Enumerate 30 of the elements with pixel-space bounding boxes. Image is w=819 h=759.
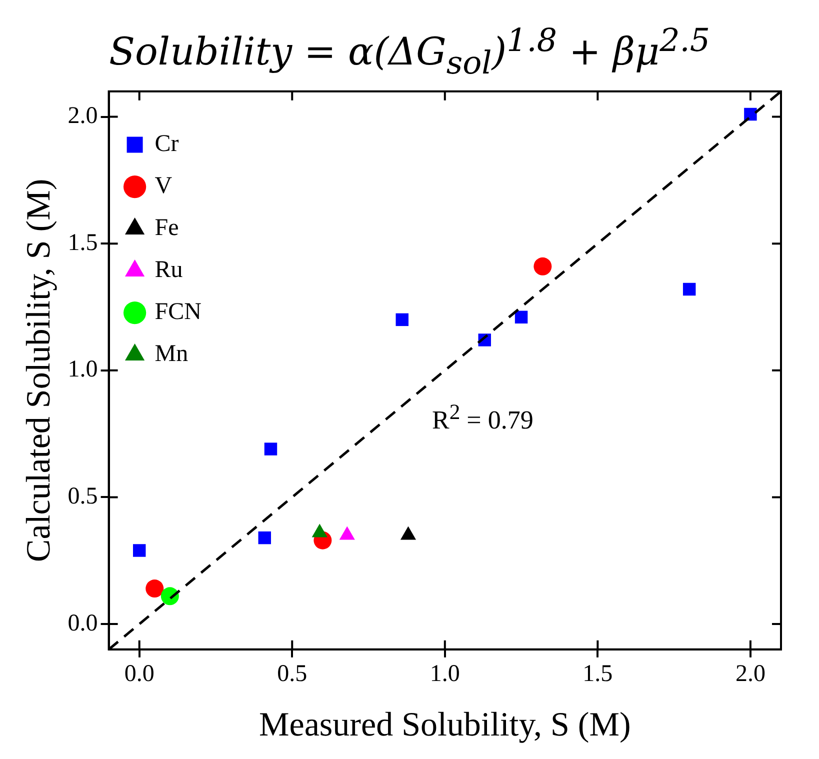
point [258, 531, 271, 544]
point [744, 108, 757, 121]
y-axis-title: Calculated Solubility, S (M) [20, 178, 58, 562]
y-tick-label: 1.0 [68, 356, 98, 383]
y-tick-label: 0.5 [68, 484, 98, 510]
point [264, 442, 278, 456]
chart-title: Solubility = α(ΔG$_{sol}$)$^{1.8}$ + βμ$^{2.5}$ [108, 22, 711, 82]
x-tick-label: 1.5 [582, 661, 613, 688]
x-tick-label: 0.5 [277, 661, 308, 688]
y-tick-label: 0.0 [68, 610, 98, 636]
legend-label: Mn [154, 341, 188, 368]
point [132, 544, 146, 557]
x-axis-title: Measured Solubility, S (M) [259, 706, 631, 744]
point [396, 313, 408, 326]
point [682, 282, 696, 296]
y-tick-label: 2.0 [68, 103, 98, 130]
point [146, 580, 164, 598]
legend-label: Fe [154, 215, 179, 242]
legend-label: Ru [154, 257, 183, 284]
legend-label: V [154, 173, 173, 200]
x-tick-label: 0.0 [124, 661, 154, 688]
x-tick-label: 2.0 [735, 661, 766, 688]
y-tick-label: 1.5 [68, 230, 98, 256]
x-tick-label: 1.0 [430, 661, 460, 688]
point [160, 587, 179, 606]
point [514, 310, 528, 324]
point [534, 257, 552, 276]
annotation: R$^{2}$ = 0.79 [432, 400, 534, 436]
legend-label: Cr [154, 131, 179, 158]
legend-label: FCN [154, 299, 202, 326]
